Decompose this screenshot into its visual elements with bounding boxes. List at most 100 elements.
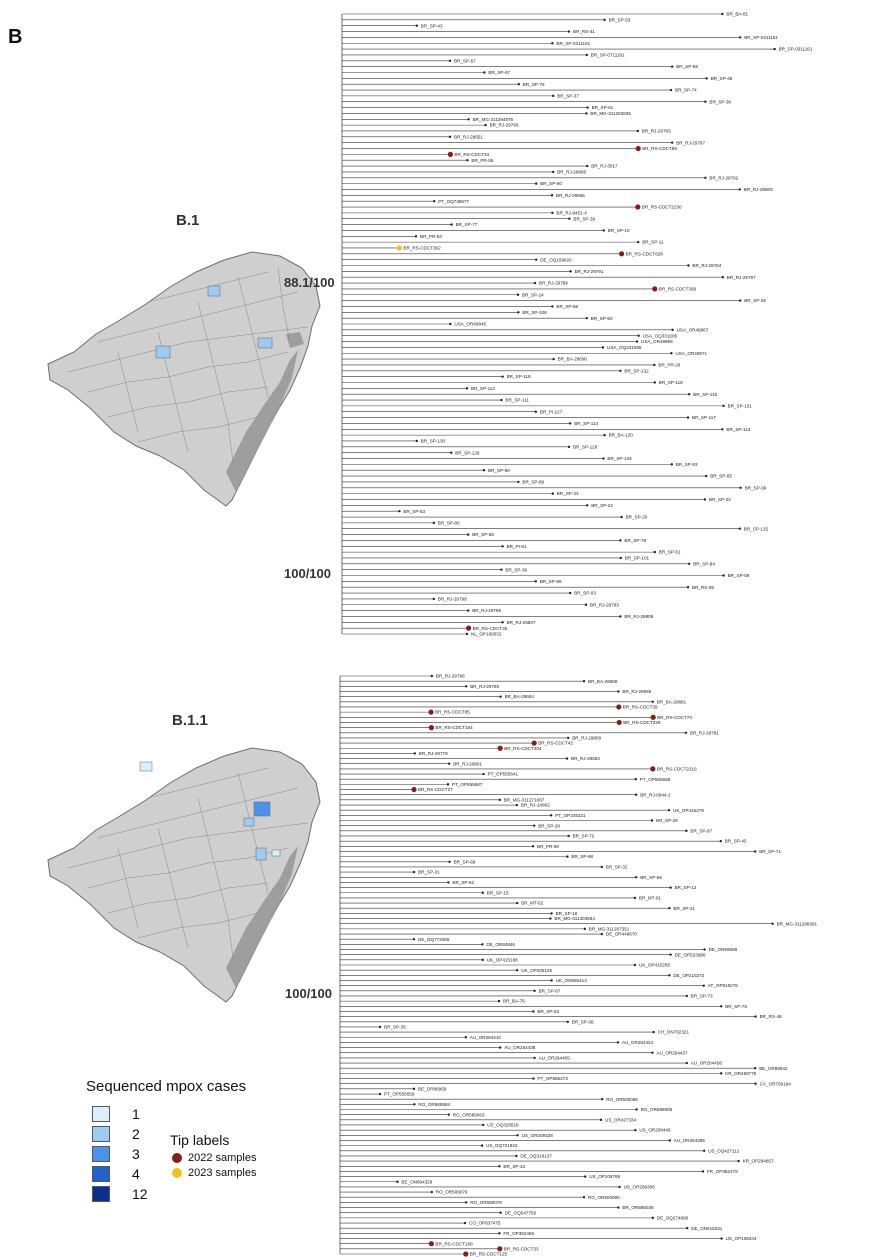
tip-node <box>497 999 501 1003</box>
tip-label: KR_OP294857 <box>743 1159 774 1164</box>
tree-tip: BR_SP-68 <box>342 532 494 537</box>
tree-tip: CH_ON782321 <box>340 1030 689 1035</box>
tip-label: BR_SP-0311161 <box>779 47 813 52</box>
tip-node <box>500 398 503 402</box>
tip-node <box>602 457 605 460</box>
tip-node <box>738 527 741 530</box>
tip-label: BR_RJ-29784 <box>692 263 721 268</box>
tip-label: BE_OR86842 <box>759 1066 788 1071</box>
tip-label: BR_RJ-29779 <box>419 751 448 756</box>
tree-tip: BR_SP-0311161 <box>342 35 778 40</box>
tip-label: BR_RJ-29795 <box>470 684 499 689</box>
tree-tip: PT_OQ738677 <box>342 199 470 204</box>
legend-scale: 1 2 3 4 12 <box>92 1106 148 1202</box>
tip-label: BR_BA-29681 <box>657 699 687 704</box>
tip-label: DE_OP215272 <box>673 973 704 978</box>
tip-label: DE_OP523988 <box>675 952 706 957</box>
tip-node <box>481 958 484 962</box>
tip-label: BR_RJ-29801 <box>453 761 482 766</box>
tip-label: BR_SP-0311161 <box>744 35 778 40</box>
tree-tip: BR_RS-CDCT70 <box>340 714 692 720</box>
tip-node <box>668 1139 671 1142</box>
tree-tip: BR_PR-26 <box>342 363 681 368</box>
tip-node <box>582 1196 586 1199</box>
tree-tip: BR_SP-43 <box>342 23 443 28</box>
tip-label: CH_ON782321 <box>658 1030 690 1035</box>
tip-node <box>636 129 639 133</box>
tree-tip: BR_RS-CDCT39 <box>340 704 658 710</box>
tip-node <box>552 94 555 98</box>
tree-tip: BR_RJ-29663 <box>340 756 600 761</box>
tip-node <box>450 223 453 226</box>
tree-tip: BR_MG-311288391 <box>340 921 818 926</box>
tree-tip: DE_OP215272 <box>340 973 705 978</box>
tree-tip: DE_ON615331 <box>340 1226 723 1231</box>
tip-label: UK_ON555413 <box>556 978 588 983</box>
tip-node <box>533 989 536 993</box>
tree-tip: BR_SP-101 <box>342 556 650 561</box>
tip-node <box>737 1159 740 1163</box>
tip-node <box>685 994 688 998</box>
tip-node <box>619 615 622 618</box>
tip-node <box>448 762 451 765</box>
tip-label: BR_PR-66 <box>537 844 559 849</box>
phylogenetic-tree-b1: BR_BA-81 BR_SP-53 BR_SP-43 BR_RS-41 BR_SP-03… <box>341 12 813 637</box>
tree-tip: PT_OP555659 <box>340 1092 415 1097</box>
tip-label: BR_SP-76 <box>523 82 545 87</box>
tip-label: BR_RJ-29809 <box>572 736 601 741</box>
tree-tip: BR_SP-39 <box>342 216 596 221</box>
tip-node <box>739 36 742 39</box>
tip-node <box>688 562 691 566</box>
tip-node <box>617 690 620 693</box>
tip-node <box>721 12 724 16</box>
tip-label: BR_SP-132 <box>624 368 649 373</box>
tip-node <box>603 433 606 437</box>
tip-label: BR_SP-73 <box>691 994 713 999</box>
tip-node <box>686 586 690 589</box>
tree-tip: DE_OP523988 <box>340 952 706 957</box>
tree-tip: BR_RS-48 <box>340 1014 782 1019</box>
tip-node <box>552 170 555 174</box>
tip-label: BR_RS-CDCT45 <box>473 626 508 631</box>
tip-node <box>448 135 452 139</box>
tree-tip: BR_BA-29684 <box>340 694 534 699</box>
tree-tip: UK_ON555413 <box>340 978 587 983</box>
tree-tip: AT_OP819276 <box>340 983 738 988</box>
tree-tip: BR_RJ-29798 <box>342 608 501 613</box>
tree-tip: BR_RS-CDCT164 <box>340 725 473 731</box>
tip-label: BR_SP-96 <box>540 579 562 584</box>
tree-tip: DE_OR69668 <box>340 947 738 952</box>
tip-label: BR_SP-36 <box>505 567 527 572</box>
tip-node <box>398 509 401 513</box>
tree-tip: AU_OR284458 <box>340 1061 722 1066</box>
tree-tip: BR_BA-29690 <box>342 357 587 362</box>
tip-label: BR_SP-50 <box>591 316 613 321</box>
tip-label: BR_SP-119 <box>507 374 531 379</box>
support-value: 100/100 <box>284 566 331 581</box>
tip-node <box>447 1113 450 1116</box>
tip-node <box>432 597 435 601</box>
tree-tip: USA_OR49968 <box>342 339 673 344</box>
tip-node <box>601 1097 604 1101</box>
tip-label: BR_SP-126 <box>607 456 632 461</box>
tree-tip: AU_OR264437 <box>340 1050 688 1055</box>
tree-tip: BR_RJ-29656 <box>340 689 652 694</box>
tip-node <box>569 591 572 595</box>
tree-tip: BR_SP-15 <box>340 890 509 895</box>
dot-2022-icon <box>172 1153 182 1163</box>
tip-node <box>481 943 484 946</box>
tip-node <box>670 463 673 466</box>
tip-node <box>705 77 708 80</box>
tree-tip: BR_RJ-6844-2 <box>340 792 671 797</box>
tip-label: BR_RJ-29792 <box>709 175 738 180</box>
legend-swatch <box>92 1146 110 1162</box>
support-value: 100/100 <box>285 986 332 1001</box>
tip-node <box>567 30 571 33</box>
tip-label: BR_SP-68 <box>472 532 494 537</box>
tip-node <box>433 199 436 203</box>
tip-node <box>705 474 708 478</box>
tip-label: BR_RJ-29796 <box>436 674 465 679</box>
tip-label: BR_SP-71 <box>759 849 781 854</box>
tip-label: AU_OR264385 <box>674 1138 706 1143</box>
tip-node <box>637 334 640 337</box>
